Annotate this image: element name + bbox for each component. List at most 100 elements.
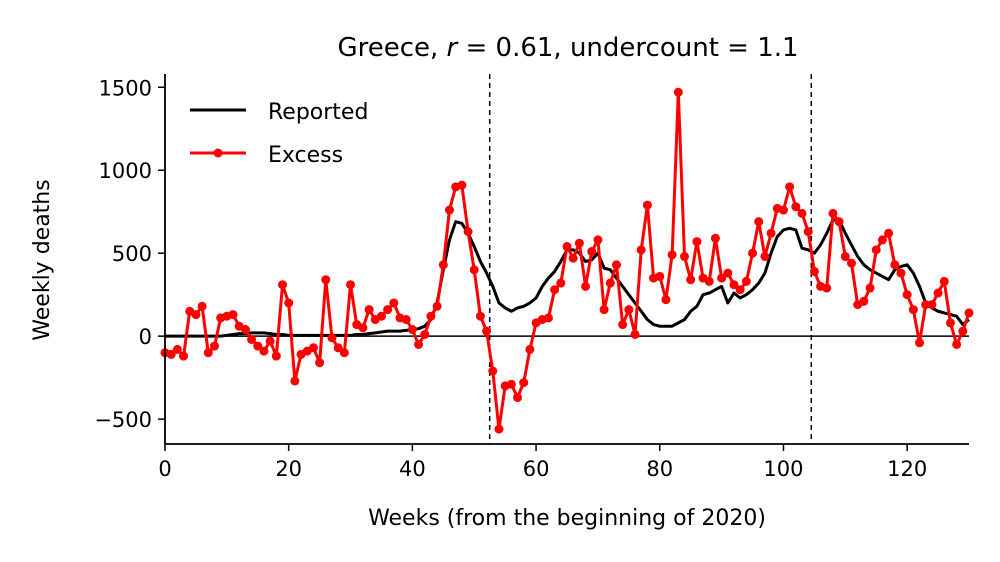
data-point-excess [346,280,356,290]
svg-text:Greece, r = 0.61, undercount =: Greece, r = 0.61, undercount = 1.1 [337,33,798,63]
data-point-excess [933,288,943,298]
data-point-excess [785,182,795,192]
data-point-excess [240,325,250,335]
legend-item-excess: Excess [190,143,343,168]
chart-title-rest: = 0.61, undercount = 1.1 [457,33,798,63]
data-point-excess [877,235,887,245]
data-point-excess [432,301,442,311]
data-point-excess [778,205,788,215]
data-point-excess [791,202,801,212]
y-tick-label: 0 [139,325,152,349]
data-point-excess [271,351,281,361]
data-point-excess [890,260,900,270]
data-point-excess [599,305,609,315]
data-point-excess [383,305,393,315]
plot-area [160,74,974,444]
data-point-excess [593,235,603,245]
chart-title-r-symbol: r [447,33,460,63]
y-axis-label: Weekly deaths [30,179,55,340]
data-point-excess [680,252,690,262]
y-tick-label: 500 [112,242,152,266]
data-point-excess [667,250,677,260]
x-tick-label: 20 [275,457,302,481]
data-point-excess [506,379,516,389]
data-point-excess [438,260,448,270]
data-point-excess [197,301,207,311]
x-tick-label: 100 [763,457,803,481]
data-point-excess [321,275,331,285]
data-point-excess [426,311,436,321]
data-point-excess [543,313,553,323]
data-point-excess [896,268,906,278]
data-point-excess [327,333,337,343]
data-point-excess [172,344,182,354]
data-point-excess [710,233,720,243]
data-point-excess [735,285,745,295]
data-point-excess [290,376,300,386]
data-point-excess [871,245,881,255]
data-point-excess [401,315,411,325]
data-point-excess [444,205,454,215]
data-point-excess [908,305,918,315]
data-point-excess [457,180,467,190]
data-point-excess [315,358,325,368]
data-point-excess [828,208,838,218]
data-point-excess [686,275,696,285]
x-axis-label: Weeks (from the beginning of 2020) [368,506,766,531]
data-point-excess [630,329,640,339]
data-point-excess [364,305,374,315]
data-point-excess [605,278,615,288]
data-point-excess [655,271,665,281]
data-point-excess [581,281,591,291]
data-point-excess [568,253,578,263]
data-point-excess [475,311,485,321]
data-point-excess [482,326,492,336]
chart-title: Greece, r = 0.61, undercount = 1.1 [337,33,798,63]
data-point-excess [488,366,498,376]
x-tick-label: 40 [399,457,426,481]
data-point-excess [945,318,955,328]
data-point-excess [754,217,764,227]
data-point-excess [618,320,628,330]
axes [164,74,969,445]
data-point-excess [284,298,294,308]
data-point-excess [673,87,683,97]
data-point-excess [840,252,850,262]
data-point-excess [915,338,925,348]
data-point-excess [259,346,269,356]
legend-marker-excess [213,148,223,158]
data-point-excess [846,258,856,268]
data-point-excess [939,276,949,286]
data-point-excess [308,343,318,353]
x-tick-label: 120 [887,457,927,481]
y-tick-label: −500 [94,408,152,432]
data-point-excess [407,325,417,335]
y-tick-label: 1000 [99,159,152,183]
data-point-excess [704,276,714,286]
data-point-excess [624,305,634,315]
data-point-excess [556,278,566,288]
data-point-excess [587,247,597,257]
axis-ticks: 0 20 40 60 80 100 120 −500 0 500 1000 1500 [94,76,927,481]
data-point-excess [822,283,832,293]
x-tick-label: 60 [523,457,550,481]
data-point-excess [636,245,646,255]
data-point-excess [865,283,875,293]
data-point-excess [339,348,349,358]
data-point-excess [203,348,213,358]
data-point-excess [265,336,275,346]
data-point-excess [562,242,572,252]
data-point-excess [228,310,238,320]
legend-label-excess: Excess [268,143,343,168]
data-point-excess [859,296,869,306]
data-point-excess [717,273,727,283]
data-point-excess [729,280,739,290]
data-point-excess [958,326,968,336]
data-point-excess [723,268,733,278]
legend-item-reported: Reported [190,100,368,125]
chart-title-prefix: Greece, [337,33,446,63]
data-point-excess [278,280,288,290]
series-line-reported [165,218,970,338]
data-point-excess [179,351,189,361]
data-point-excess [376,311,386,321]
